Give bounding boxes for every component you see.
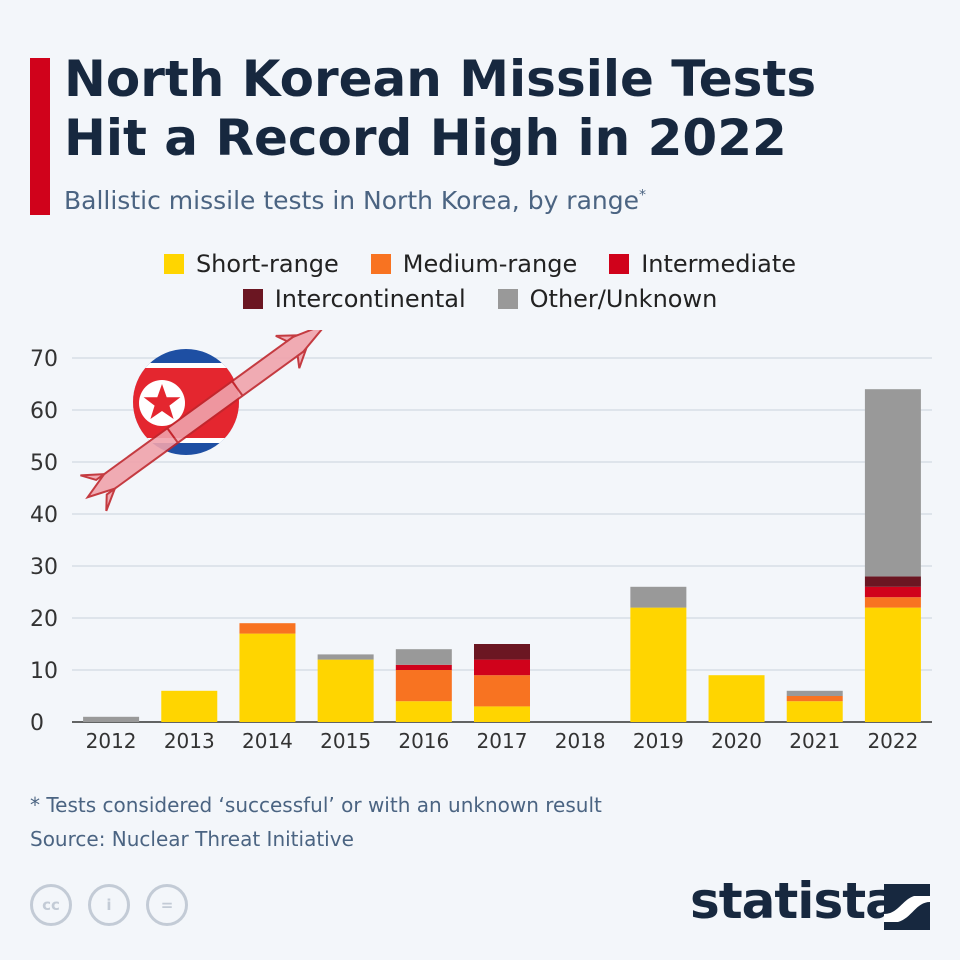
missile-icon <box>80 330 328 512</box>
x-tick-label-2015: 2015 <box>320 729 371 753</box>
attribution-icon[interactable]: i <box>88 884 130 926</box>
missile-tests-chart: 0 10 20 30 40 50 60 70 2012 2013 2014 2015 2016 2017 2… <box>30 330 932 753</box>
y-tick-label-40: 40 <box>30 503 58 528</box>
x-tick-label-2021: 2021 <box>789 729 840 753</box>
chart-title: North Korean Missile Tests Hit a Record … <box>64 50 944 168</box>
bar-short-range-2019 <box>630 607 687 722</box>
legend-swatch-other-unknown <box>497 289 518 309</box>
bar-other-unknown-2016 <box>395 649 452 665</box>
bar-medium-range-2021 <box>786 696 843 702</box>
bar-short-range-2022 <box>864 607 921 722</box>
creative-commons-icon[interactable]: cc <box>30 884 72 926</box>
bar-short-range-2015 <box>317 659 374 722</box>
legend-row-2: Intercontinental Other/Unknown <box>0 285 960 313</box>
bar-short-range-2021 <box>786 701 843 722</box>
x-tick-label-2013: 2013 <box>164 729 215 753</box>
legend-label-medium-range: Medium-range <box>402 250 578 278</box>
x-tick-label-2022: 2022 <box>867 729 918 753</box>
source-note: Source: Nuclear Threat Initiative <box>30 827 354 851</box>
y-tick-label-20: 20 <box>30 607 58 632</box>
title-accent-bar <box>30 58 50 215</box>
y-tick-label-0: 0 <box>30 711 44 736</box>
bar-other-unknown-2015 <box>317 654 374 660</box>
legend-item-short-range: Short-range <box>163 250 339 278</box>
title-line-1: North Korean Missile Tests <box>64 50 817 108</box>
no-derivatives-icon[interactable]: = <box>146 884 188 926</box>
bar-intercontinental-2017 <box>474 644 530 660</box>
x-tick-label-2016: 2016 <box>398 729 449 753</box>
y-tick-label-50: 50 <box>30 451 58 476</box>
x-tick-label-2020: 2020 <box>711 729 762 753</box>
x-tick-label-2014: 2014 <box>242 729 293 753</box>
bar-medium-range-2016 <box>395 670 452 702</box>
legend-swatch-medium-range <box>370 254 391 274</box>
chart-axis-labels: 0 10 20 30 40 50 60 70 2012 2013 2014 2015 2016 2017 2… <box>30 347 918 753</box>
legend-swatch-intermediate <box>609 254 630 274</box>
legend-label-intermediate: Intermediate <box>641 250 797 278</box>
flag-and-missile-illustration <box>80 330 328 512</box>
legend-label-other-unknown: Other/Unknown <box>529 285 718 313</box>
legend-item-medium-range: Medium-range <box>370 250 578 278</box>
subtitle-text: Ballistic missile tests in North Korea, … <box>64 186 639 215</box>
y-tick-label-10: 10 <box>30 659 58 684</box>
bar-intermediate-2017 <box>474 659 530 676</box>
bar-intermediate-2022 <box>864 586 921 598</box>
legend-item-other-unknown: Other/Unknown <box>497 285 718 313</box>
x-tick-label-2019: 2019 <box>633 729 684 753</box>
chart-bars <box>83 389 921 722</box>
legend-row-1: Short-range Medium-range Intermediate <box>0 250 960 278</box>
bar-intercontinental-2022 <box>864 576 921 587</box>
bar-medium-range-2014 <box>239 623 296 634</box>
statista-wordmark[interactable]: statista <box>690 872 899 930</box>
footnote: * Tests considered ‘successful’ or with … <box>30 793 602 817</box>
legend-swatch-intercontinental <box>242 289 263 309</box>
x-tick-label-2012: 2012 <box>86 729 137 753</box>
bar-intermediate-2016 <box>395 664 452 670</box>
y-tick-label-60: 60 <box>30 399 58 424</box>
bar-short-range-2020 <box>708 675 765 722</box>
bar-other-unknown-2022 <box>864 389 921 577</box>
y-tick-label-70: 70 <box>30 347 58 372</box>
x-tick-label-2017: 2017 <box>477 729 528 753</box>
legend-item-intermediate: Intermediate <box>609 250 796 278</box>
bar-short-range-2014 <box>239 633 296 722</box>
title-line-2: Hit a Record High in 2022 <box>64 109 787 167</box>
bar-medium-range-2017 <box>474 675 530 707</box>
bar-short-range-2013 <box>161 690 218 722</box>
bar-other-unknown-2012 <box>83 716 140 722</box>
legend-swatch-short-range <box>163 254 184 274</box>
y-tick-label-30: 30 <box>30 555 58 580</box>
x-tick-label-2018: 2018 <box>555 729 606 753</box>
bar-medium-range-2022 <box>864 597 921 608</box>
legend-label-intercontinental: Intercontinental <box>274 285 466 313</box>
bar-other-unknown-2021 <box>786 690 843 696</box>
bar-short-range-2017 <box>474 706 530 722</box>
bar-other-unknown-2019 <box>630 586 687 608</box>
legend-label-short-range: Short-range <box>195 250 339 278</box>
subtitle-footnote-mark: * <box>639 187 646 204</box>
legend-item-intercontinental: Intercontinental <box>242 285 466 313</box>
statista-logo-icon[interactable] <box>884 884 930 930</box>
chart-subtitle: Ballistic missile tests in North Korea, … <box>64 186 646 215</box>
bar-short-range-2016 <box>395 701 452 722</box>
